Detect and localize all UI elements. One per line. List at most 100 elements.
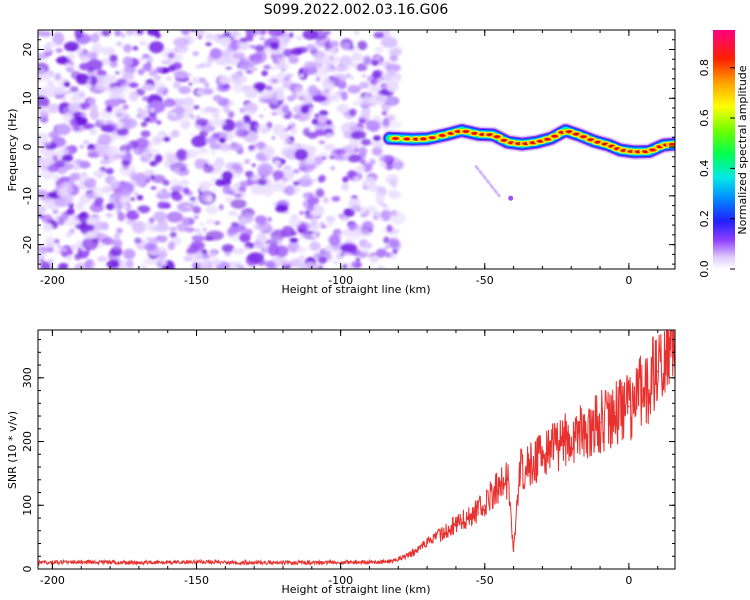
noise-blob — [114, 30, 122, 37]
snr-point — [483, 504, 486, 507]
noise-blob — [288, 122, 296, 127]
noise-blob — [54, 160, 66, 168]
noise-blob — [136, 194, 144, 201]
x-tick-label: -50 — [476, 574, 494, 587]
noise-blob — [388, 178, 398, 186]
noise-blob — [176, 222, 188, 232]
noise-blob — [286, 95, 296, 102]
noise-blob — [167, 52, 175, 59]
noise-blob — [137, 68, 145, 76]
noise-blob — [262, 246, 269, 255]
noise-blob — [299, 233, 313, 241]
snr-point — [507, 478, 509, 481]
noise-blob — [101, 30, 111, 37]
noise-blob — [63, 41, 80, 52]
noise-blob — [360, 106, 371, 118]
noise-blob — [209, 142, 222, 150]
noise-blob — [221, 170, 234, 181]
noise-blob — [191, 235, 205, 242]
noise-blob — [57, 263, 69, 269]
noise-blob — [148, 41, 164, 54]
x-tick-label: -150 — [184, 574, 209, 587]
noise-blob — [46, 80, 54, 86]
noise-blobs — [38, 30, 406, 269]
noise-blob — [328, 234, 341, 247]
noise-blob — [81, 212, 86, 218]
noise-blob — [110, 246, 123, 257]
noise-blob — [80, 111, 87, 118]
noise-blob — [272, 170, 284, 181]
noise-blob — [134, 172, 146, 186]
noise-blob — [348, 108, 357, 117]
noise-blob — [227, 100, 235, 106]
noise-blob — [154, 66, 163, 73]
noise-blob — [114, 107, 127, 120]
noise-blob — [359, 158, 366, 165]
noise-blob — [122, 104, 129, 110]
hotspot-red — [447, 132, 454, 135]
noise-blob — [237, 264, 245, 269]
noise-blob — [262, 146, 275, 157]
noise-blob — [140, 130, 151, 138]
y-tick-label: -20 — [21, 236, 34, 254]
noise-blob — [331, 196, 341, 202]
noise-blob — [205, 204, 219, 215]
noise-blob — [185, 153, 193, 159]
spectrogram-frame — [37, 29, 676, 270]
noise-blob — [38, 158, 52, 168]
snr-line — [38, 330, 675, 567]
noise-blob — [284, 185, 295, 196]
noise-blob — [296, 46, 309, 54]
noise-blob — [224, 251, 231, 257]
hotspot-red — [486, 133, 493, 137]
noise-blob — [310, 178, 318, 183]
noise-blob — [141, 84, 156, 91]
noise-blob — [269, 41, 280, 51]
noise-blob — [283, 139, 289, 146]
noise-blob — [385, 162, 394, 171]
noise-blob — [260, 91, 273, 100]
noise-blob — [285, 172, 290, 179]
hotspot-red — [544, 137, 551, 141]
noise-blob — [111, 179, 115, 185]
noise-blob — [152, 135, 162, 146]
noise-blob — [214, 178, 225, 187]
noise-blob — [247, 265, 257, 269]
noise-blob — [311, 232, 318, 239]
noise-blob — [357, 146, 368, 156]
noise-blob — [329, 155, 336, 159]
noise-blob — [169, 231, 177, 238]
noise-blob — [379, 154, 393, 163]
hotspot-red — [471, 132, 478, 135]
noise-blob — [354, 30, 360, 35]
noise-blob — [105, 105, 113, 113]
noise-blob — [80, 56, 89, 62]
noise-blob — [163, 99, 176, 108]
noise-blob — [121, 190, 132, 197]
colorbar-tick-label: 0.0 — [698, 260, 711, 278]
noise-blob — [377, 217, 384, 221]
noise-blob — [91, 87, 97, 93]
noise-blob — [318, 140, 326, 145]
noise-blob — [284, 149, 293, 158]
noise-blob — [78, 173, 90, 182]
snr-point — [642, 389, 645, 392]
noise-blob — [323, 143, 336, 152]
noise-blob — [258, 123, 269, 135]
noise-blob — [119, 144, 131, 153]
noise-blob — [122, 56, 133, 67]
noise-blob — [143, 257, 160, 265]
noise-blob — [121, 150, 127, 156]
noise-blob — [196, 115, 201, 120]
noise-blob — [333, 260, 340, 265]
noise-blob — [79, 62, 90, 71]
noise-blob — [191, 243, 202, 249]
noise-blob — [275, 57, 286, 70]
noise-blob — [119, 163, 136, 177]
snr-point — [195, 561, 198, 563]
chart-title: S099.2022.002.03.16.G06 — [264, 2, 449, 18]
noise-blob — [183, 256, 192, 262]
noise-blob — [250, 184, 266, 193]
noise-blob — [163, 136, 171, 142]
noise-blob — [342, 263, 348, 269]
